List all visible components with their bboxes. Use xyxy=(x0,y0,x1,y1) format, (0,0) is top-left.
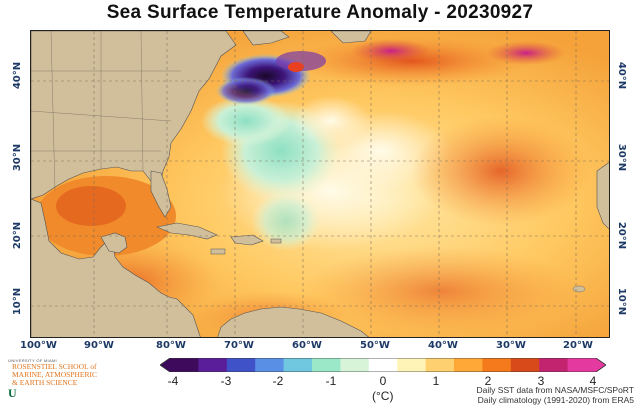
colorbar-tick: -2 xyxy=(272,374,284,388)
credit-line-1: Daily SST data from NASA/MSFC/SPoRT xyxy=(476,385,634,395)
lon-label-100w: 100°W xyxy=(20,340,57,351)
rsmas-logo: UNIVERSITY OF MIAMI ROSENSTIEL SCHOOL of… xyxy=(8,358,128,400)
colorbar-segment xyxy=(368,358,398,372)
lon-label-20w: 20°W xyxy=(563,340,593,351)
map-canvas xyxy=(31,31,609,337)
colorbar-tick: 3 xyxy=(537,374,545,388)
colorbar-segment xyxy=(340,358,370,372)
lon-label-50w: 50°W xyxy=(360,340,390,351)
colorbar-segment xyxy=(226,358,256,372)
sst-anomaly-map xyxy=(30,30,610,338)
colorbar-segment xyxy=(283,358,313,372)
lat-label-left-30: 30°N xyxy=(12,143,24,172)
colorbar-tick: 4 xyxy=(589,374,597,388)
colorbar-segment xyxy=(255,358,285,372)
logo-university-text: UNIVERSITY OF MIAMI xyxy=(8,358,57,363)
colorbar-tick: -4 xyxy=(167,374,179,388)
colorbar-tick: -1 xyxy=(325,374,337,388)
lat-label-right-40: 40°N xyxy=(616,61,628,90)
lon-label-60w: 60°W xyxy=(292,340,322,351)
colorbar-segment xyxy=(510,358,540,372)
colorbar-segment xyxy=(539,358,569,372)
colorbar-segment xyxy=(425,358,455,372)
lon-label-80w: 80°W xyxy=(156,340,186,351)
lat-label-left-10: 10°N xyxy=(12,287,24,316)
colorbar-tick: 1 xyxy=(432,374,440,388)
lat-label-left-40: 40°N xyxy=(12,61,24,90)
colorbar-graphic xyxy=(159,357,607,373)
logo-line-3: & EARTH SCIENCE xyxy=(12,378,78,387)
colorbar-segment xyxy=(170,358,199,372)
colorbar-segment xyxy=(397,358,427,372)
lon-label-30w: 30°W xyxy=(496,340,526,351)
logo-line-2: MARINE, ATMOSPHERIC xyxy=(12,370,98,379)
lat-label-left-20: 20°N xyxy=(12,221,24,250)
logo-line-1: ROSENSTIEL SCHOOL of xyxy=(12,362,97,371)
colorbar-tick: 0 xyxy=(379,374,387,388)
colorbar-segment xyxy=(198,358,228,372)
lon-label-40w: 40°W xyxy=(428,340,458,351)
colorbar-segment xyxy=(482,358,512,372)
colorbar-segment xyxy=(312,358,341,372)
colorbar xyxy=(159,357,607,373)
colorbar-extend-low xyxy=(160,358,170,372)
colorbar-segment xyxy=(567,358,597,372)
lon-label-70w: 70°W xyxy=(224,340,254,351)
colorbar-tick: -3 xyxy=(220,374,232,388)
colorbar-segment xyxy=(454,358,483,372)
colorbar-extend-high xyxy=(596,358,606,372)
data-credits: Daily SST data from NASA/MSFC/SPoRT Dail… xyxy=(477,385,634,405)
credit-line-2: Daily climatology (1991-2020) from ERA5 xyxy=(477,395,634,405)
colorbar-unit: (°C) xyxy=(372,389,394,403)
map-title: Sea Surface Temperature Anomaly - 202309… xyxy=(106,2,534,23)
lat-label-right-30: 30°N xyxy=(616,143,628,172)
lat-label-right-10: 10°N xyxy=(616,287,628,316)
lat-label-right-20: 20°N xyxy=(616,221,628,250)
colorbar-tick: 2 xyxy=(484,374,492,388)
lon-label-90w: 90°W xyxy=(84,340,114,351)
logo-u-mark: U xyxy=(8,386,17,400)
